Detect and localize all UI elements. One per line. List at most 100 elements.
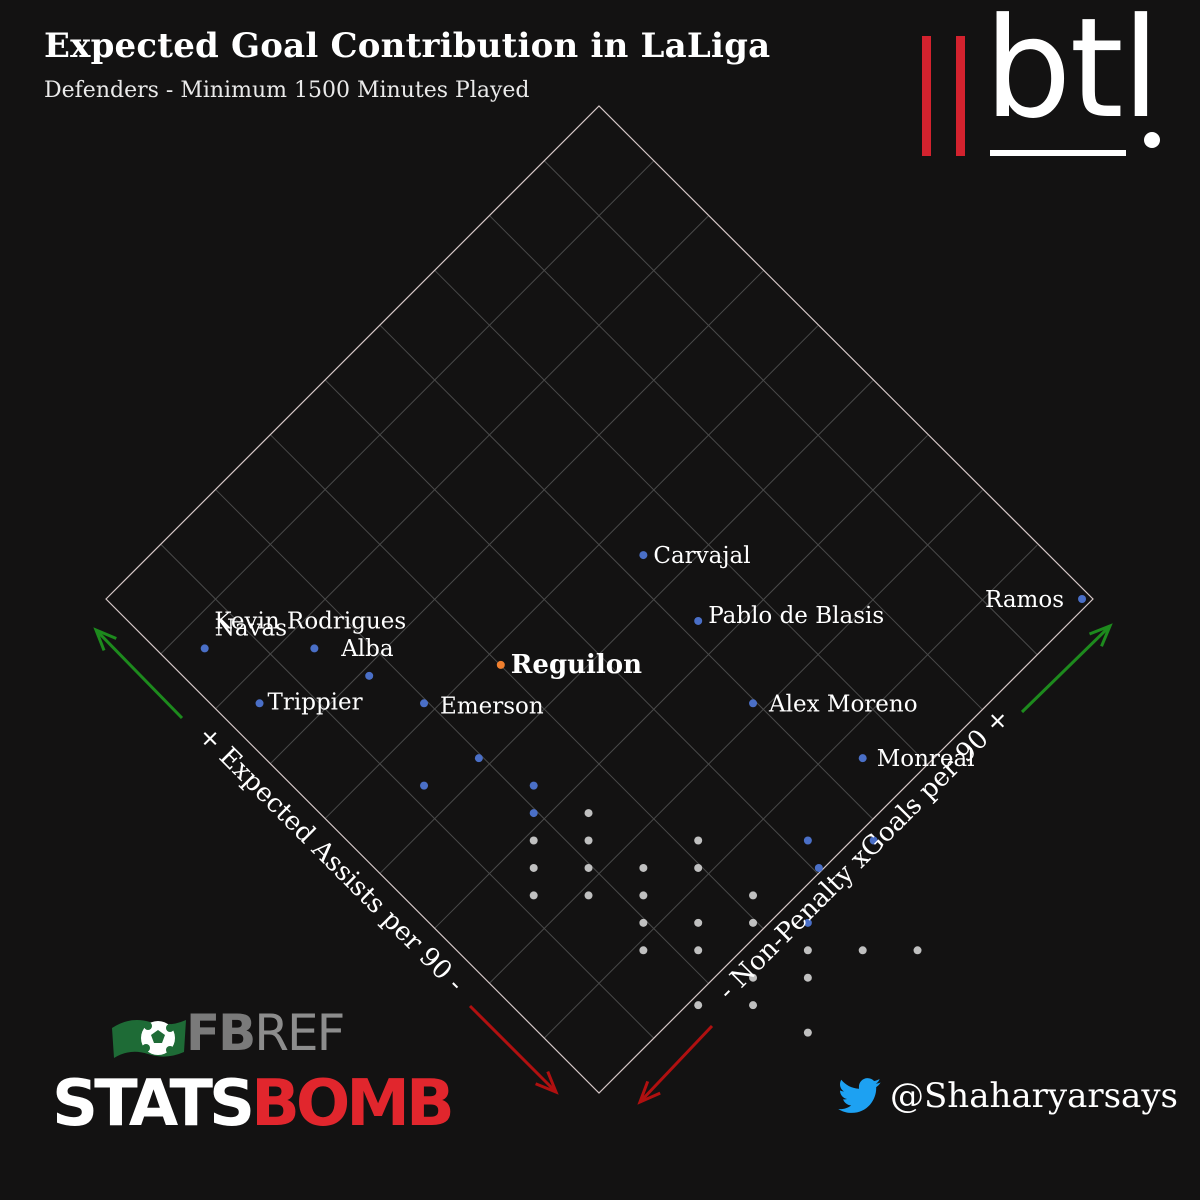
point-blue: [474, 754, 483, 763]
btl-logo: btl: [922, 0, 1162, 160]
point-labeled: [310, 644, 319, 653]
point-other: [529, 863, 538, 872]
point-other: [694, 946, 703, 955]
btl-red-bar: [956, 36, 965, 156]
point-label: Pablo de Blasis: [708, 603, 884, 629]
point-other: [749, 891, 758, 900]
point-labeled: [200, 644, 209, 653]
point-other: [584, 809, 593, 818]
point-labeled: [694, 616, 703, 625]
grid-line: [434, 434, 929, 929]
grid: [105, 105, 1094, 1094]
diamond-border: [105, 105, 1094, 1094]
grid-line: [324, 325, 819, 819]
fbref-flag-icon: [112, 1020, 186, 1058]
point-other: [858, 946, 867, 955]
arrow-down-left-head: [637, 1080, 661, 1105]
arrow-up-left-head: [93, 627, 117, 652]
arrow-up-right-head: [1088, 623, 1113, 647]
point-label: Carvajal: [653, 543, 750, 569]
point-blue: [529, 781, 538, 790]
point-other: [803, 973, 812, 982]
point-labeled: [858, 754, 867, 763]
point-blue: [803, 836, 812, 845]
chart-subtitle: Defenders - Minimum 1500 Minutes Played: [44, 78, 530, 103]
point-label: Trippier: [268, 689, 363, 715]
grid-line: [434, 269, 929, 765]
arrow-down-left: [638, 1024, 714, 1104]
grid-line: [543, 160, 1038, 656]
point-other: [639, 918, 648, 927]
fbref-logo-text: FBREF: [186, 1004, 345, 1062]
point-labeled: [365, 671, 374, 680]
fbref-logo: FBREF: [110, 1004, 345, 1068]
arrow-up-left: [94, 628, 184, 720]
btl-logo-text: btl: [984, 0, 1160, 149]
grid-line: [379, 324, 874, 820]
statsbomb-logo-text-b: BOMB: [251, 1067, 455, 1141]
point-other: [694, 863, 703, 872]
grid-line: [215, 489, 709, 984]
point-other: [529, 836, 538, 845]
btl-dot: [1144, 132, 1160, 148]
point-label: Reguilon: [511, 650, 642, 680]
point-label: Alba: [340, 636, 394, 662]
point-labeled: [255, 699, 264, 708]
point-label: Ramos: [985, 587, 1064, 613]
point-label: Monreal: [877, 746, 975, 772]
grid-line: [215, 215, 709, 710]
twitter-bird-icon: [838, 1078, 881, 1113]
twitter-handle: @Shaharyarsays: [890, 1076, 1178, 1116]
chart-title: Expected Goal Contribution in LaLiga: [44, 26, 771, 66]
statsbomb-logo: STATSBOMB: [52, 1072, 455, 1136]
grid-line: [379, 380, 874, 874]
point-other: [749, 918, 758, 927]
point-label: Alex Moreno: [768, 691, 918, 717]
arrow-up-right: [1020, 624, 1112, 714]
point-other: [584, 836, 593, 845]
point-labeled: [749, 699, 758, 708]
point-labeled: [1078, 595, 1087, 603]
point-blue: [529, 809, 538, 818]
point-other: [639, 891, 648, 900]
point-blue: [814, 863, 823, 872]
point-other: [584, 863, 593, 872]
point-other: [694, 836, 703, 845]
point-other: [529, 891, 538, 900]
point-blue: [420, 781, 429, 790]
grid-line: [489, 215, 983, 710]
point-other: [639, 863, 648, 872]
point-label: Kevin Rodrigues: [214, 608, 406, 634]
grid-line: [269, 270, 764, 765]
arrow-down-right: [468, 1004, 558, 1094]
btl-red-bar: [922, 36, 931, 156]
point-other: [913, 946, 922, 955]
point-highlight: [496, 660, 505, 669]
point-other: [803, 1028, 812, 1037]
point-blue: [869, 836, 878, 845]
point-other: [639, 946, 648, 955]
grid-line: [269, 434, 764, 930]
point-label: Emerson: [440, 693, 544, 719]
points: Ramos Monreal Alex Moreno Pablo de Blasis Ca…: [200, 543, 1087, 1037]
point-other: [803, 946, 812, 955]
btl-underline: [990, 150, 1126, 156]
point-other: [694, 918, 703, 927]
grid-line: [324, 379, 819, 875]
point-other: [749, 1001, 758, 1010]
left-axis-label: + Expected Assists per 90 -: [192, 720, 470, 998]
point-labeled: [639, 551, 648, 560]
point-labeled: [420, 699, 429, 708]
point-other: [584, 891, 593, 900]
statsbomb-logo-text-a: STATS: [52, 1067, 255, 1141]
arrow-down-right-head: [535, 1071, 559, 1095]
twitter-credit: @Shaharyarsays: [838, 1076, 1178, 1116]
axis-arrows: [93, 623, 1113, 1105]
point-other: [749, 973, 758, 982]
point-blue: [803, 918, 812, 927]
grid-line: [160, 160, 655, 655]
grid-line: [489, 489, 983, 984]
grid-line: [543, 544, 1038, 1039]
point-label: Navas: [215, 615, 287, 641]
